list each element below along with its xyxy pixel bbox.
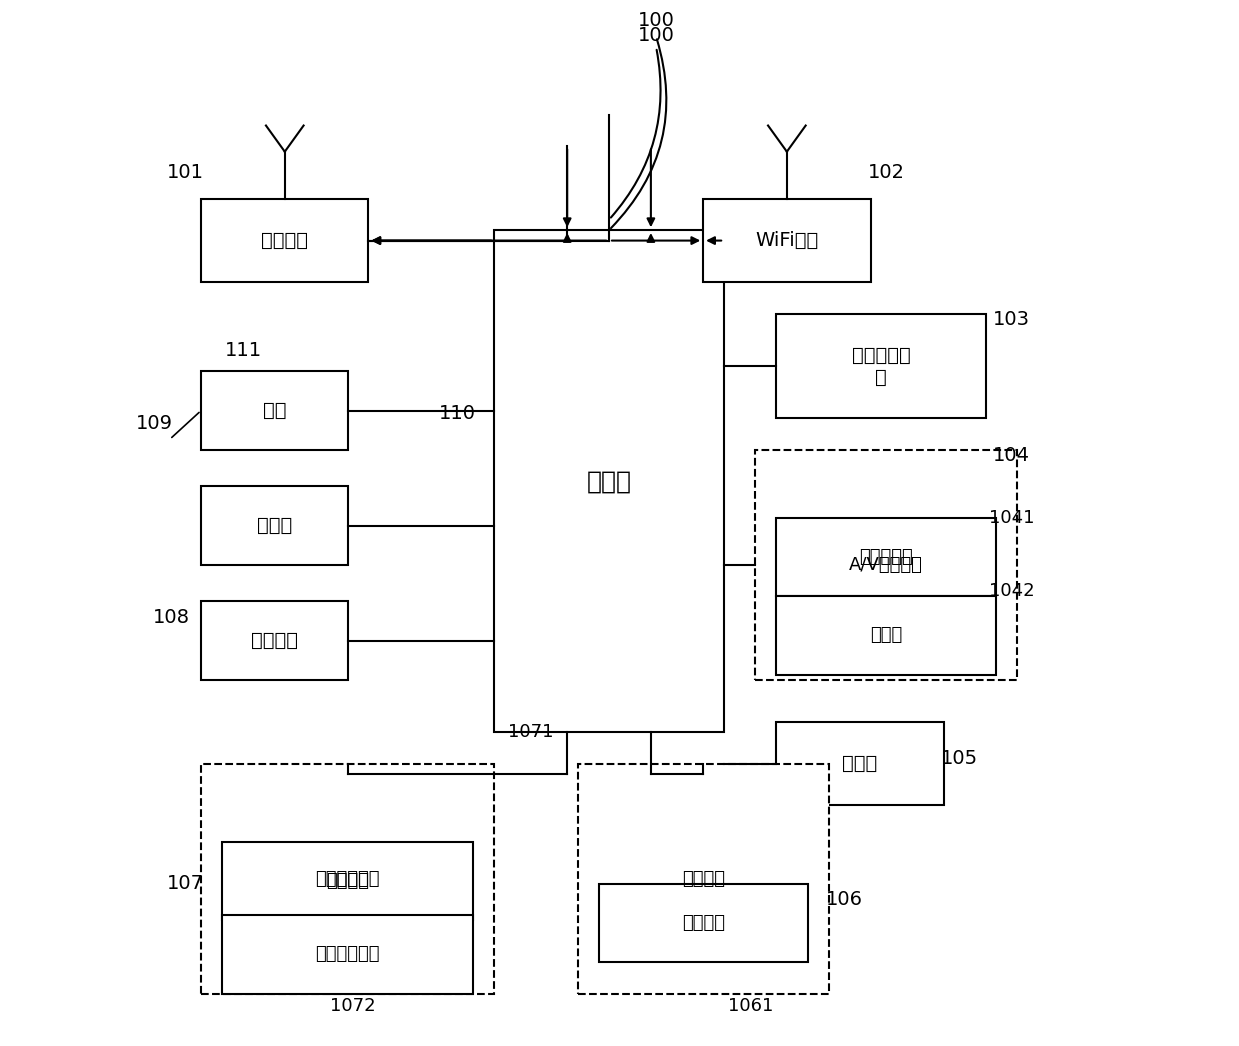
FancyBboxPatch shape: [777, 596, 996, 675]
FancyBboxPatch shape: [201, 371, 348, 450]
Text: 1041: 1041: [989, 508, 1035, 527]
FancyBboxPatch shape: [704, 199, 871, 282]
Text: 处理器: 处理器: [586, 470, 632, 493]
Text: 存储器: 存储器: [256, 516, 292, 536]
Text: 显示单元: 显示单元: [681, 869, 725, 888]
Text: 111: 111: [224, 341, 261, 360]
FancyBboxPatch shape: [598, 884, 808, 962]
Text: 103: 103: [994, 310, 1031, 328]
Text: 用户输入单元: 用户输入单元: [315, 869, 380, 888]
Text: 图形处理器: 图形处理器: [860, 548, 913, 566]
Text: WiFi模块: WiFi模块: [756, 231, 819, 250]
Text: 麦克风: 麦克风: [870, 627, 902, 644]
Text: 108: 108: [154, 608, 191, 627]
Text: 106: 106: [826, 890, 862, 909]
Text: 传感器: 传感器: [843, 754, 877, 773]
Text: A/V输入单元: A/V输入单元: [849, 555, 923, 574]
FancyBboxPatch shape: [222, 842, 473, 920]
FancyBboxPatch shape: [777, 722, 944, 805]
Text: 显示面板: 显示面板: [681, 914, 725, 932]
FancyBboxPatch shape: [201, 601, 348, 680]
Text: 射频单元: 射频单元: [261, 231, 309, 250]
Text: 其他输入设备: 其他输入设备: [315, 946, 380, 963]
Text: 105: 105: [940, 749, 978, 768]
FancyBboxPatch shape: [756, 450, 1017, 680]
Text: 100: 100: [638, 26, 674, 45]
FancyBboxPatch shape: [222, 915, 473, 994]
Text: 1072: 1072: [330, 997, 375, 1016]
Text: 触控面板: 触控面板: [326, 872, 369, 890]
Text: 1071: 1071: [508, 723, 554, 742]
Text: 107: 107: [167, 874, 204, 893]
FancyBboxPatch shape: [201, 199, 368, 282]
Text: 音频输出单
元: 音频输出单 元: [851, 345, 911, 387]
FancyBboxPatch shape: [577, 764, 829, 994]
Text: 1042: 1042: [989, 582, 1035, 600]
FancyBboxPatch shape: [201, 486, 348, 565]
Text: 109: 109: [135, 414, 172, 433]
Text: 电源: 电源: [263, 401, 286, 420]
Text: 110: 110: [439, 404, 476, 423]
Text: 102: 102: [867, 163, 904, 182]
Text: 接口单元: 接口单元: [250, 631, 297, 651]
Text: 101: 101: [167, 163, 204, 182]
Text: 104: 104: [994, 446, 1031, 464]
Text: 1061: 1061: [727, 997, 773, 1016]
FancyBboxPatch shape: [777, 314, 985, 418]
Text: 100: 100: [638, 12, 674, 30]
FancyBboxPatch shape: [777, 518, 996, 596]
FancyBboxPatch shape: [201, 764, 494, 994]
FancyBboxPatch shape: [494, 230, 724, 732]
